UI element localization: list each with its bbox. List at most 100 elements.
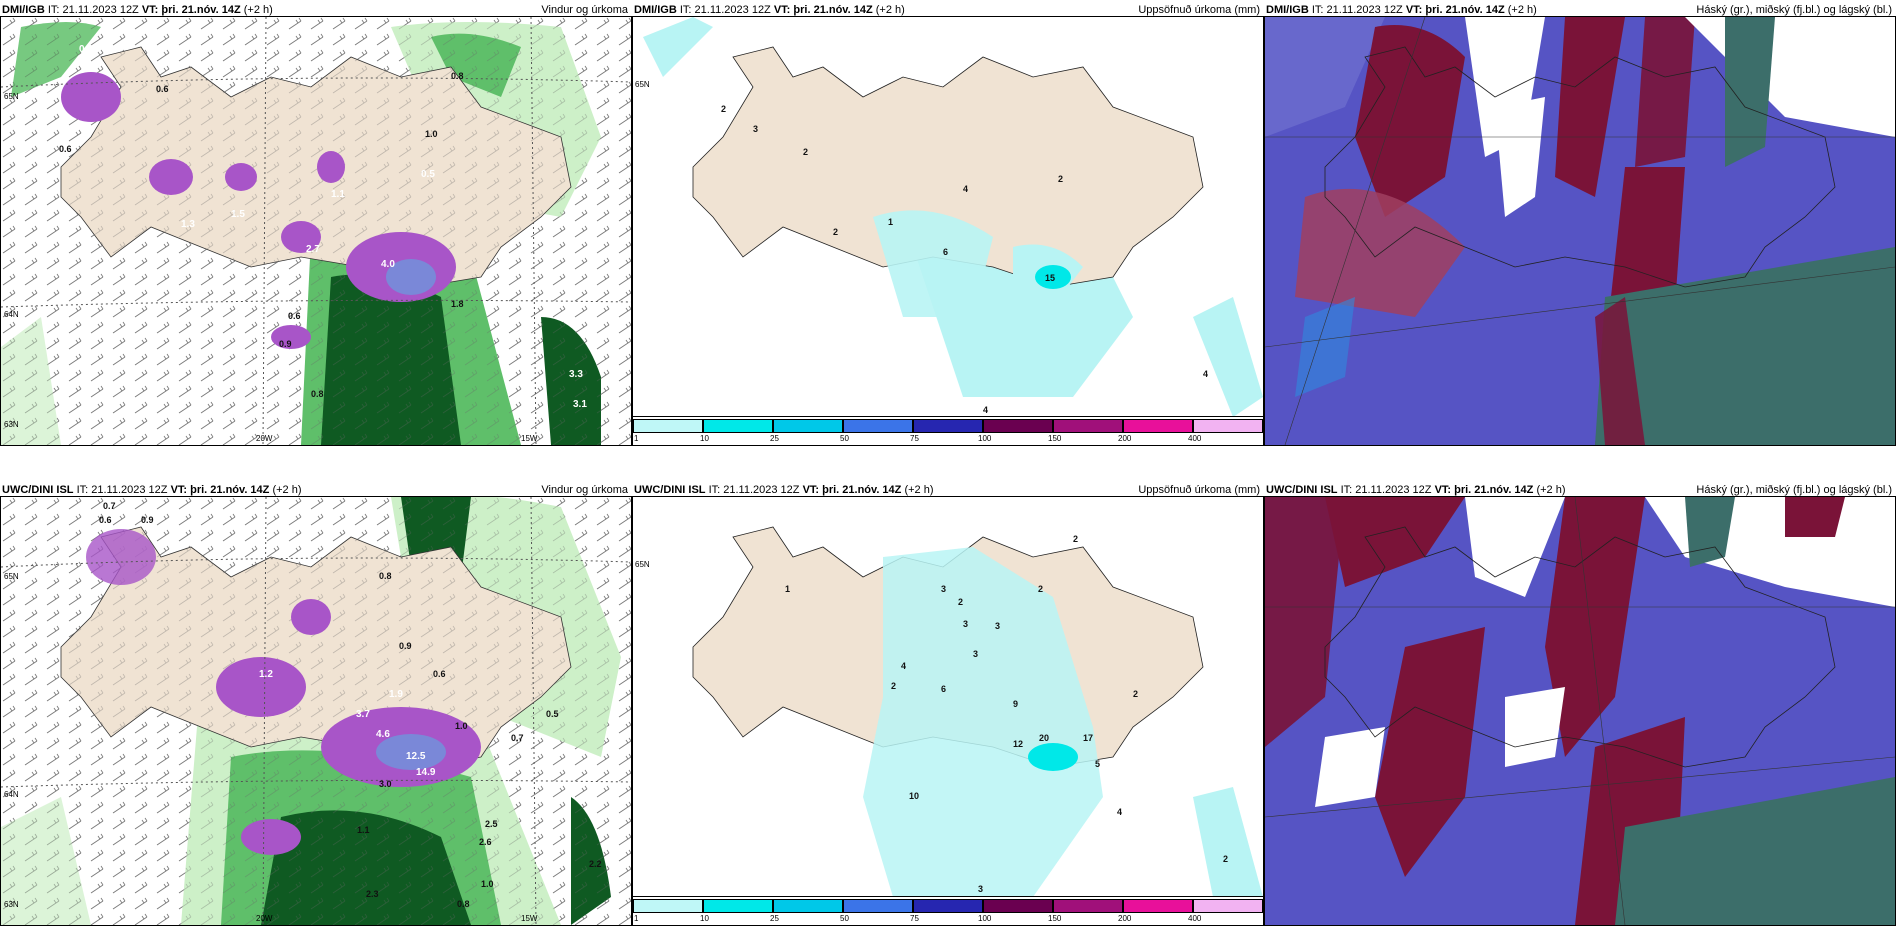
map-frame: 65N 64N 63N 20W 15W 0.3 0.6 0.6 0.8 1.0 … (0, 16, 632, 446)
panel-header: UWC/DINI ISL IT: 21.11.2023 12Z VT: þri.… (634, 484, 1260, 496)
colorbar: 1 10 25 50 75 100 150 200 400 (633, 896, 1263, 925)
accum-value: 9 (1013, 699, 1018, 709)
valid-time: þri. 21.nóv. 14Z (161, 4, 241, 16)
colorbar-tick: 150 (1048, 914, 1062, 923)
precip-value: 1.2 (259, 669, 273, 680)
lat-label: 65N (635, 80, 650, 89)
init-time: 21.11.2023 12Z (62, 4, 139, 16)
valid-time: þri. 21.nóv. 14Z (1425, 4, 1505, 16)
accum-value: 2 (803, 147, 808, 157)
map-clouds (1265, 497, 1895, 925)
accum-value: 12 (1013, 739, 1023, 749)
panel-header: DMI/IGB IT: 21.11.2023 12Z VT: þri. 21.n… (1266, 4, 1892, 16)
accum-value: 2 (1133, 689, 1138, 699)
panel-header: DMI/IGB IT: 21.11.2023 12Z VT: þri. 21.n… (2, 4, 628, 16)
lon-label: 15W (521, 914, 538, 923)
model-name: DMI/IGB (1266, 4, 1309, 16)
precip-value: 0.5 (421, 169, 435, 180)
colorbar-tick: 200 (1118, 914, 1132, 923)
model-name: DMI/IGB (634, 4, 677, 16)
colorbar-swatch (633, 419, 703, 433)
accum-value: 15 (1045, 273, 1055, 283)
lon-label: 20W (256, 434, 273, 443)
precip-value: 0.6 (99, 515, 112, 525)
panel-r1-accum-precip: DMI/IGB IT: 21.11.2023 12Z VT: þri. 21.n… (632, 0, 1264, 450)
valid-time: þri. 21.nóv. 14Z (190, 484, 270, 496)
accum-value: 3 (941, 584, 946, 594)
colorbar-swatch (1123, 419, 1193, 433)
colorbar-swatch (1053, 419, 1123, 433)
colorbar-tick: 1 (634, 914, 639, 923)
panel-r1-wind-precip: DMI/IGB IT: 21.11.2023 12Z VT: þri. 21.n… (0, 0, 632, 450)
accum-value: 2 (721, 104, 726, 114)
map-frame: 65N 64N 63N 20W 15W 0.7 0.6 0.9 0.8 1.2 … (0, 496, 632, 926)
colorbar-tick: 150 (1048, 434, 1062, 443)
init-time: 21.11.2023 12Z (723, 484, 800, 496)
precip-value: 0.7 (511, 733, 524, 743)
init-time: 21.11.2023 12Z (1355, 484, 1432, 496)
colorbar-tick: 100 (978, 914, 992, 923)
precip-value: 2.3 (366, 889, 379, 899)
model-name: UWC/DINI ISL (2, 484, 74, 496)
precip-value: 0.5 (546, 709, 559, 719)
precip-value: 0.9 (279, 339, 292, 349)
map-wind-precip: 65N 64N 63N 20W 15W 0.7 0.6 0.9 0.8 1.2 … (1, 497, 631, 925)
accum-value: 4 (963, 184, 968, 194)
colorbar-tick: 25 (770, 914, 779, 923)
colorbar-tick: 10 (700, 914, 709, 923)
valid-time: þri. 21.nóv. 14Z (793, 4, 873, 16)
precip-value: 1.0 (481, 879, 494, 889)
precip-value: 1.3 (181, 219, 195, 230)
precip-value: 1.8 (451, 299, 464, 309)
map-frame: 65N 2 2 3 1 2 3 3 4 2 6 3 9 12 20 17 10 … (632, 496, 1264, 926)
panel-r2-wind-precip: UWC/DINI ISL IT: 21.11.2023 12Z VT: þri.… (0, 480, 632, 930)
accum-value: 2 (1038, 584, 1043, 594)
colorbar-swatch (1193, 899, 1263, 913)
accum-value: 2 (958, 597, 963, 607)
panel-r2-accum-precip: UWC/DINI ISL IT: 21.11.2023 12Z VT: þri.… (632, 480, 1264, 930)
panel-title: Uppsöfnuð úrkoma (mm) (1138, 4, 1260, 16)
colorbar-tick: 75 (910, 434, 919, 443)
colorbar-swatch (633, 899, 703, 913)
colorbar-swatch (703, 899, 773, 913)
valid-time: þri. 21.nóv. 14Z (822, 484, 902, 496)
model-name: UWC/DINI ISL (1266, 484, 1338, 496)
accum-value: 6 (943, 247, 948, 257)
precip-value: 2.2 (589, 859, 602, 869)
lat-label: 64N (4, 790, 19, 799)
accum-value: 10 (909, 791, 919, 801)
precip-value: 12.5 (406, 751, 426, 762)
colorbar-swatch (913, 419, 983, 433)
precip-value: 4.0 (381, 259, 395, 270)
panel-header: DMI/IGB IT: 21.11.2023 12Z VT: þri. 21.n… (634, 4, 1260, 16)
lon-label: 20W (256, 914, 273, 923)
colorbar-tick: 50 (840, 434, 849, 443)
lat-label: 65N (4, 92, 19, 101)
accum-value: 3 (978, 884, 983, 894)
colorbar-tick: 400 (1188, 434, 1202, 443)
precip-value: 0.8 (379, 571, 392, 581)
model-name: DMI/IGB (2, 4, 45, 16)
colorbar-tick: 100 (978, 434, 992, 443)
precip-value: 0.9 (399, 641, 412, 651)
colorbar-swatch (1123, 899, 1193, 913)
panel-title: Vindur og úrkoma (541, 484, 628, 496)
accum-value: 2 (891, 681, 896, 691)
precip-value: 1.1 (357, 825, 370, 835)
accum-value: 5 (1095, 759, 1100, 769)
accum-value: 17 (1083, 733, 1093, 743)
precip-value: 4.6 (376, 729, 390, 740)
map-frame: 65N 2 3 2 4 2 1 2 6 15 4 4 1 10 25 50 (632, 16, 1264, 446)
colorbar-tick: 50 (840, 914, 849, 923)
lat-label: 63N (4, 420, 19, 429)
precip-value: 3.1 (573, 399, 587, 410)
colorbar-swatch (843, 899, 913, 913)
colorbar-swatch (983, 899, 1053, 913)
valid-time: þri. 21.nóv. 14Z (1454, 484, 1534, 496)
colorbar-swatch (913, 899, 983, 913)
precip-value: 0.8 (451, 71, 464, 81)
precip-value: 0.6 (433, 669, 446, 679)
colorbar-swatch (1053, 899, 1123, 913)
lon-label: 15W (521, 434, 538, 443)
accum-value: 2 (1058, 174, 1063, 184)
